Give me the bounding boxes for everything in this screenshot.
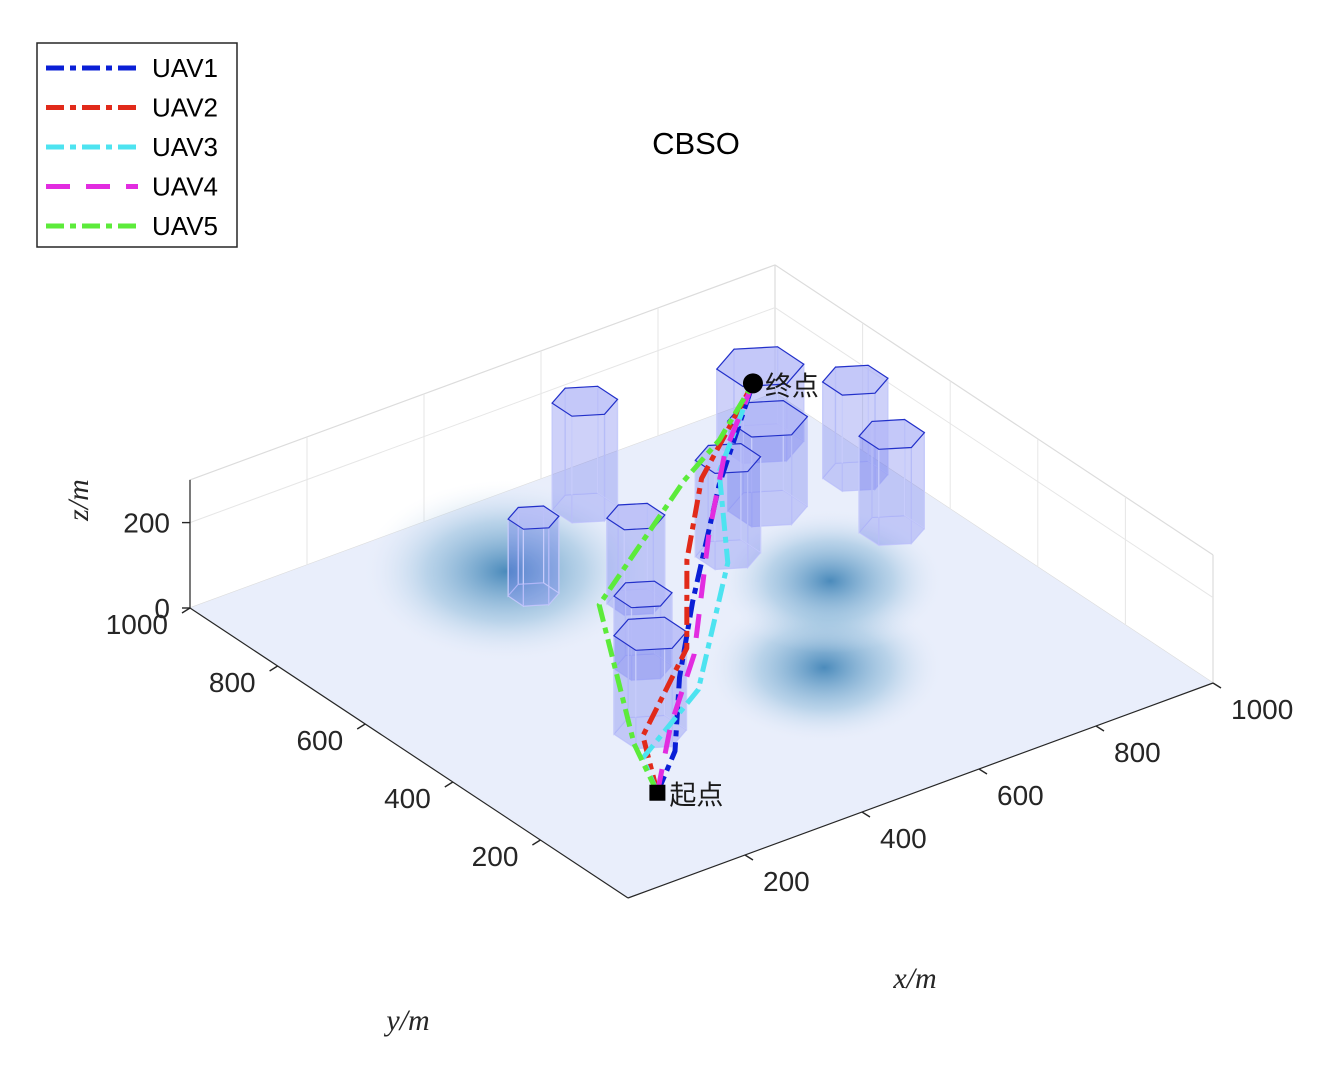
y-tick-label: 600 xyxy=(296,725,343,756)
y-tick xyxy=(532,839,541,846)
legend-label-uav3: UAV3 xyxy=(152,132,218,162)
z-tick-label: 200 xyxy=(123,508,170,539)
start-label: 起点 xyxy=(669,781,723,812)
obstacle-top xyxy=(507,505,560,530)
y-tick xyxy=(269,665,278,672)
box-edge xyxy=(774,264,1214,556)
x-tick xyxy=(1212,682,1222,689)
y-tick-label: 1000 xyxy=(106,609,168,640)
grid-line xyxy=(189,307,776,524)
obstacle-top xyxy=(715,346,805,388)
y-tick-label: 400 xyxy=(384,783,431,814)
obstacle-bottom xyxy=(508,582,559,607)
obstacle-prism xyxy=(858,418,926,547)
axis-line xyxy=(627,682,1214,899)
axis-line xyxy=(189,607,629,899)
y-tick xyxy=(181,607,191,614)
legend-label-uav1: UAV1 xyxy=(152,53,218,83)
obstacle-top xyxy=(605,502,666,531)
legend-label-uav5: UAV5 xyxy=(152,211,218,241)
uav-path-uav4 xyxy=(654,382,756,794)
uav-path-uav1 xyxy=(655,382,756,794)
obstacle-top xyxy=(858,418,926,450)
obstacle-bottom xyxy=(552,493,618,523)
y-tick xyxy=(444,781,454,788)
end-label: 终点 xyxy=(765,371,819,402)
box-edge xyxy=(189,264,776,481)
uav-path-uav5 xyxy=(596,382,756,794)
obstacle-prism xyxy=(551,385,619,525)
obstacle-top xyxy=(613,580,673,609)
start-end-markers: 起点 终点 xyxy=(649,371,819,812)
z-axis-label: z/m xyxy=(62,479,95,522)
legend-label-uav2: UAV2 xyxy=(152,93,218,123)
obstacle-top xyxy=(551,385,619,417)
obstacle-prism xyxy=(612,616,688,750)
obstacle-top xyxy=(821,364,889,396)
y-tick xyxy=(356,723,366,730)
x-tick xyxy=(1095,725,1105,732)
y-axis-label: y/m xyxy=(383,1004,429,1037)
x-tick xyxy=(978,768,988,775)
x-tick xyxy=(744,854,754,861)
obstacle-prism xyxy=(507,504,560,608)
x-tick-label: 1000 xyxy=(1231,694,1293,725)
grid-line xyxy=(774,307,1214,599)
x-tick-label: 600 xyxy=(997,780,1044,811)
z-tick-label: 0 xyxy=(154,593,170,624)
obstacles-group xyxy=(507,345,926,750)
uav-path-uav2 xyxy=(640,382,756,794)
chart-title: CBSO xyxy=(652,126,740,161)
obstacle-bottom xyxy=(859,515,925,546)
x-axis-label: x/m xyxy=(892,962,936,995)
end-marker xyxy=(742,373,763,394)
uav-paths-group xyxy=(596,382,756,794)
y-tick-label: 200 xyxy=(472,841,519,872)
x-tick-label: 400 xyxy=(880,823,927,854)
y-tick-label: 800 xyxy=(209,667,256,698)
x-tick-label: 200 xyxy=(763,866,810,897)
legend: UAV1 UAV2 UAV3 UAV4 UAV5 xyxy=(36,42,238,248)
x-tick-label: 800 xyxy=(1114,737,1161,768)
terrain-hill xyxy=(361,480,650,663)
start-marker xyxy=(649,784,666,801)
legend-label-uav4: UAV4 xyxy=(152,172,218,202)
x-tick xyxy=(861,811,871,818)
